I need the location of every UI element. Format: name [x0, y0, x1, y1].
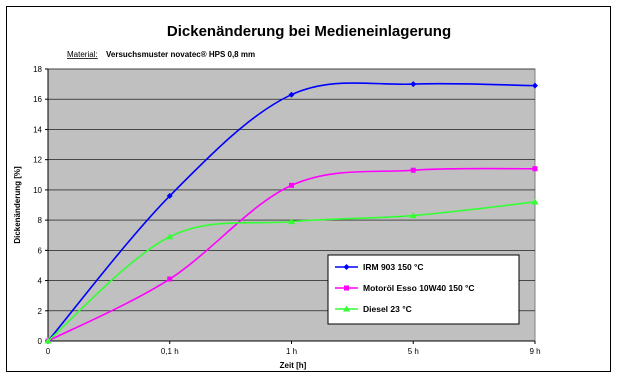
x-tick-label: 0,1 h: [161, 347, 179, 356]
data-point: [532, 166, 538, 172]
y-tick-label: 0: [38, 337, 43, 346]
material-value: Versuchsmuster novatec® HPS 0,8 mm: [106, 50, 255, 59]
data-point: [289, 182, 294, 188]
data-point: [166, 192, 173, 199]
legend-marker: [344, 285, 349, 291]
chart-title: Dickenänderung bei Medieneinlagerung: [167, 23, 451, 40]
series-3: [44, 198, 539, 344]
series-layer: [44, 81, 539, 344]
y-tick-label: 14: [33, 125, 42, 134]
y-tick-label: 6: [38, 246, 43, 255]
x-tick-label: 0: [46, 347, 51, 356]
grid-lines: [48, 68, 535, 312]
legend-marker: [343, 264, 350, 270]
y-tick-label: 18: [33, 65, 42, 74]
material-label: Material:: [67, 50, 98, 59]
axes: 0 2 4 6 8 10 12 14 16 18 0 0,1 h 1 h 5 h 9 h: [33, 65, 540, 356]
legend-box: [327, 254, 520, 325]
y-tick-label: 16: [33, 95, 42, 104]
series-line: [47, 82, 536, 342]
x-axis-label: Zeit [h]: [280, 361, 307, 370]
data-point: [44, 337, 52, 344]
data-point: [409, 212, 417, 219]
legend-marker: [343, 305, 350, 312]
y-axis-label: Dickenänderung [%]: [13, 166, 22, 244]
y-tick-label: 8: [38, 216, 43, 225]
data-point: [531, 198, 539, 205]
x-tick-label: 9 h: [529, 347, 540, 356]
y-tick-label: 12: [33, 156, 42, 165]
data-point: [288, 91, 295, 98]
x-tick-label: 5 h: [408, 347, 419, 356]
legend-item: Diesel 23 °C: [335, 304, 412, 314]
legend-label: IRM 903 150 °C: [363, 262, 424, 272]
data-point: [532, 82, 538, 89]
y-tick-label: 10: [33, 186, 42, 195]
legend: IRM 903 150 °C Motoröl Esso 10W40 150 °C D…: [327, 254, 520, 325]
data-point: [410, 81, 417, 88]
legend-item: IRM 903 150 °C: [335, 262, 424, 272]
legend-item: Motoröl Esso 10W40 150 °C: [335, 283, 475, 293]
x-tick-label: 1 h: [286, 347, 297, 356]
data-point: [288, 218, 295, 225]
legend-label: Motoröl Esso 10W40 150 °C: [363, 283, 475, 293]
legend-label: Diesel 23 °C: [363, 304, 412, 314]
y-tick-label: 4: [38, 277, 43, 286]
data-point: [167, 276, 173, 282]
y-tick-label: 2: [38, 307, 43, 316]
data-point: [410, 167, 416, 173]
data-point: [166, 233, 174, 240]
